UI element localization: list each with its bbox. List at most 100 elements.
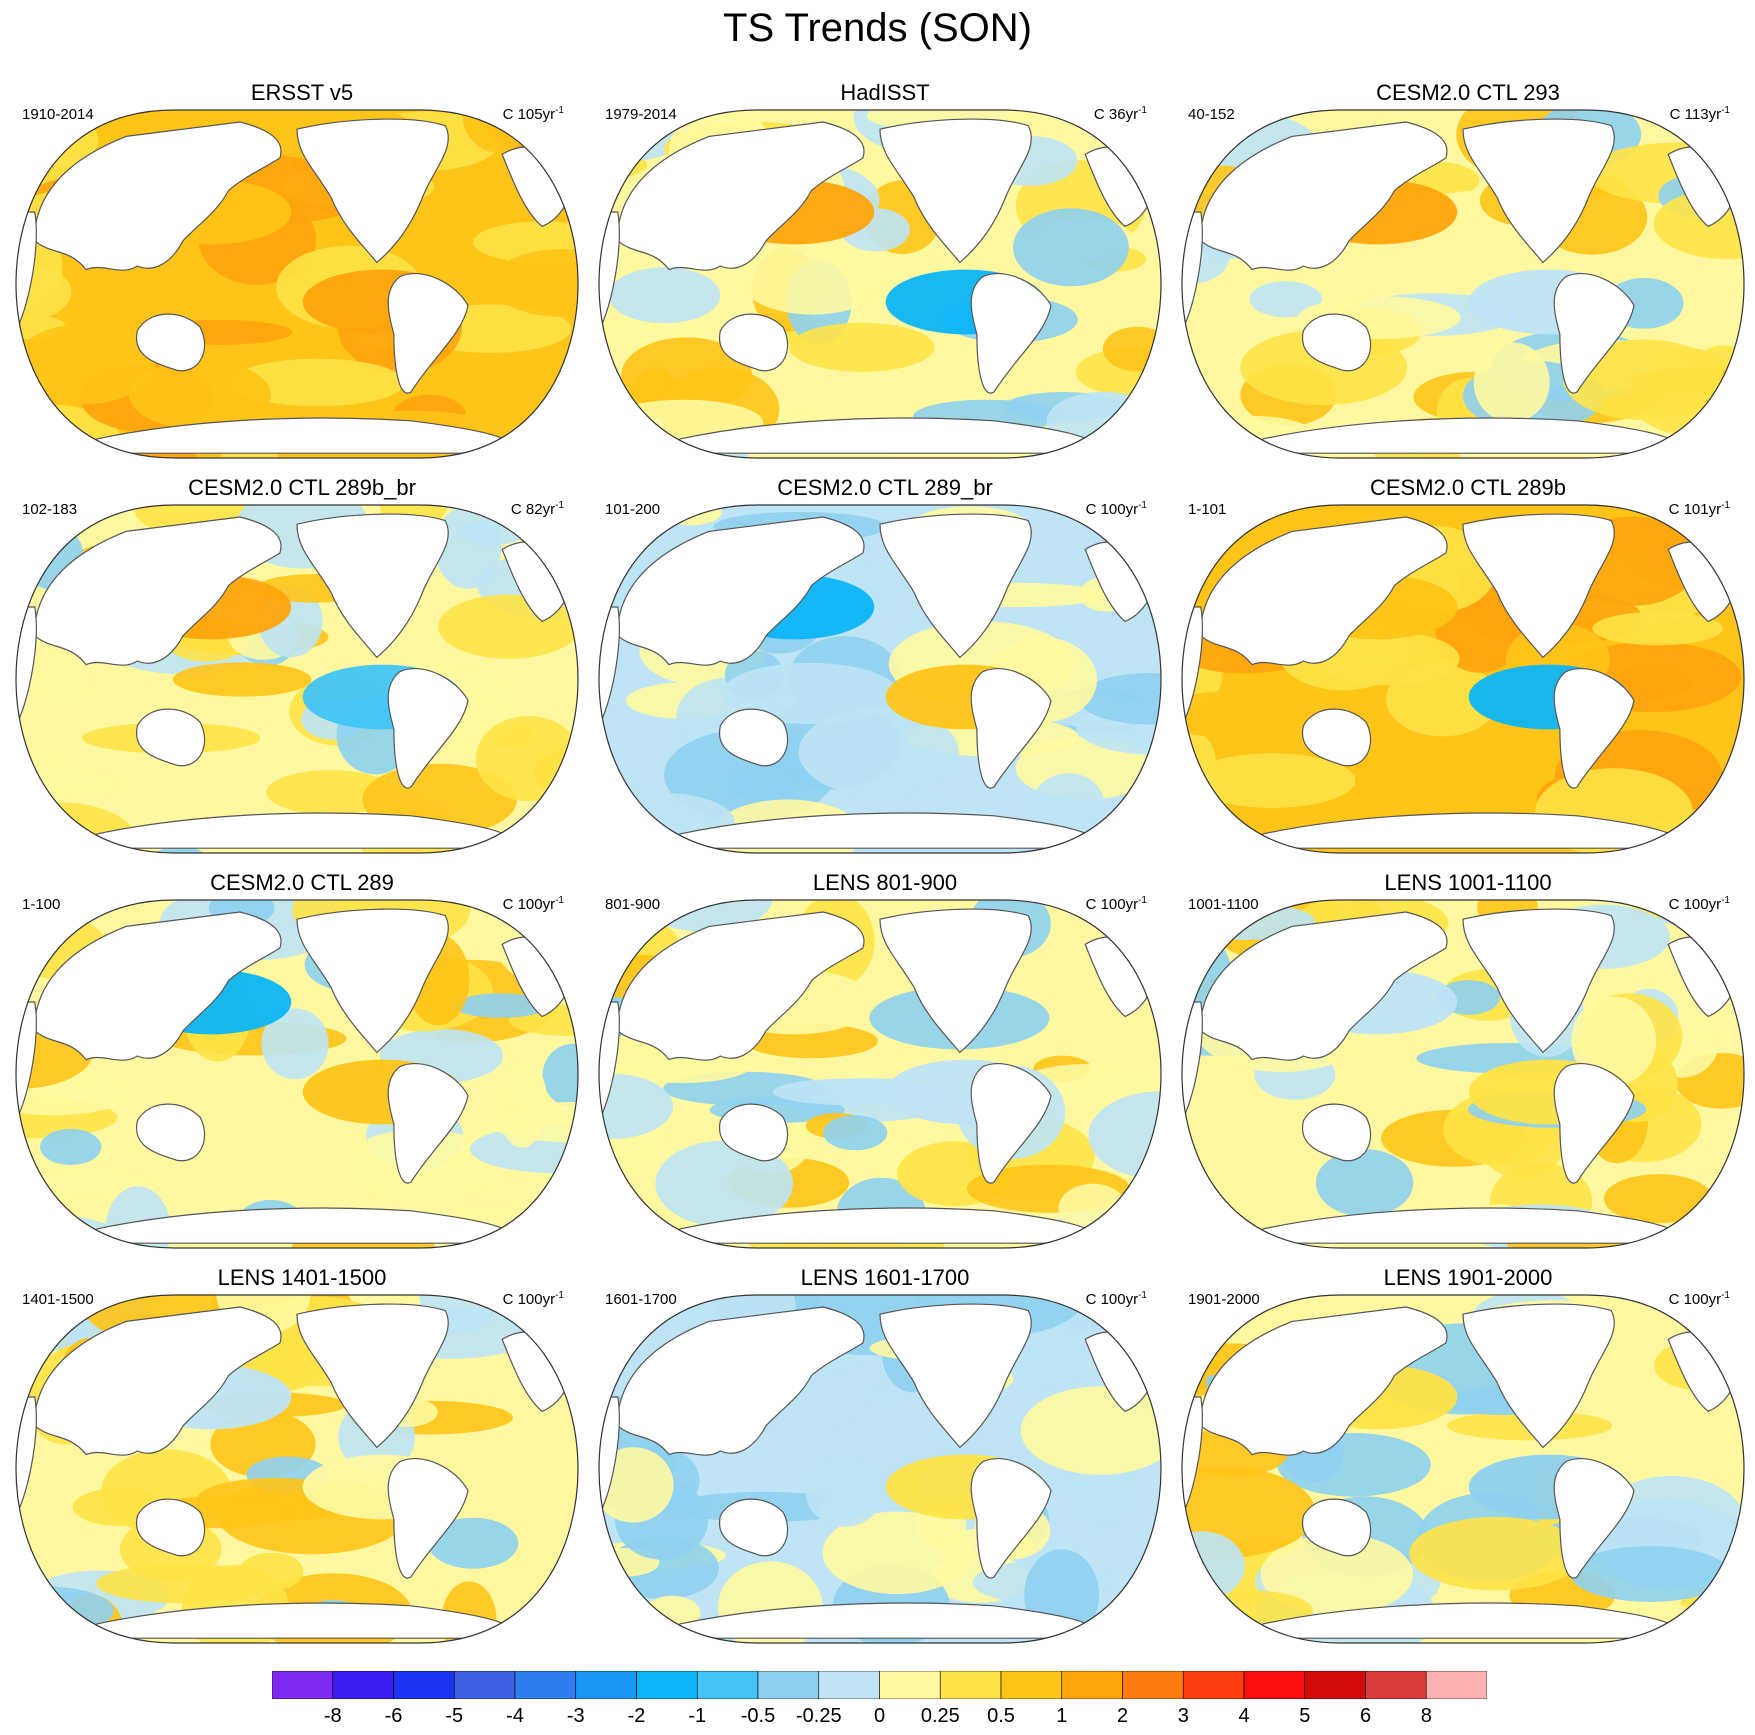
land-australia: [718, 1103, 789, 1162]
land-australia: [135, 1498, 206, 1557]
robinson-map: [598, 1294, 1162, 1644]
land-asia: [617, 516, 865, 666]
robinson-map: [598, 504, 1162, 854]
panel-title: CESM2.0 CTL 293: [1376, 80, 1560, 105]
robinson-map: [598, 109, 1162, 459]
trend-patch: [822, 1511, 973, 1595]
land-northAmerica: [296, 908, 449, 1054]
trend-patch: [1260, 1534, 1414, 1616]
panel-title: LENS 1401-1500: [217, 1265, 387, 1290]
land-northAmerica: [296, 513, 449, 659]
map-outline: [1181, 899, 1745, 1249]
trend-patch: [266, 770, 395, 815]
trend-patch: [1570, 1546, 1731, 1602]
panel-period: 1-100: [22, 896, 61, 913]
map-outline: [1181, 504, 1745, 854]
units-exponent: -1: [555, 500, 564, 511]
colorbar-tick-label: 1: [1056, 1705, 1068, 1727]
colorbar-swatch: [453, 1671, 516, 1699]
trend-patch: [506, 505, 578, 523]
units-exponent: -1: [1721, 895, 1730, 906]
trend-patch: [823, 1115, 888, 1151]
land-asia: [617, 911, 865, 1061]
land-australia: [718, 1498, 789, 1557]
colorbar-swatch: [1365, 1671, 1427, 1699]
land-asia: [1200, 516, 1448, 666]
land-asia: [617, 1306, 865, 1456]
panel-title: CESM2.0 CTL 289_br: [777, 475, 993, 500]
map-outline: [598, 899, 1162, 1249]
map-outline: [598, 504, 1162, 854]
panel-period: 801-900: [605, 896, 661, 913]
land-asia: [617, 121, 865, 271]
trend-patch: [721, 662, 899, 724]
units-text: C 100yr: [1085, 501, 1139, 518]
land-asia: [34, 121, 282, 271]
land-northAmerica: [1462, 1303, 1615, 1449]
panel-units: C 100yr-1: [1086, 1287, 1147, 1309]
land-australia: [1301, 1103, 1372, 1162]
land-northAmerica: [1462, 908, 1615, 1054]
land-asia: [34, 911, 282, 1061]
trend-patch: [1315, 1149, 1414, 1217]
units-text: C 105yr: [502, 106, 556, 123]
colorbar-tick-label: 5: [1299, 1705, 1311, 1727]
colorbar-tick-label: 2: [1116, 1705, 1129, 1727]
colorbar-swatch: [696, 1671, 759, 1699]
panel-units: C 113yr-1: [1670, 102, 1730, 124]
trend-patch: [475, 716, 578, 802]
colorbar-tick-label: -6: [384, 1705, 403, 1727]
panel-units: C 100yr-1: [503, 1287, 564, 1309]
trend-patch: [729, 765, 799, 802]
land-northAmerica: [879, 513, 1032, 659]
land-southAmerica: [1553, 1062, 1635, 1184]
trend-patch: [798, 708, 959, 796]
robinson-map: [1181, 109, 1745, 459]
land-asia: [34, 1306, 282, 1456]
colorbar-tick-label: -3: [566, 1705, 585, 1727]
units-exponent: -1: [1138, 895, 1147, 906]
colorbar-swatch: [1000, 1671, 1063, 1699]
map-panel: CESM2.0 CTL 289_br 101-200 C 100yr-1: [595, 475, 1175, 865]
trend-patch: [427, 1517, 519, 1569]
trend-patch: [16, 1066, 134, 1116]
panel-title: LENS 1901-2000: [1383, 1265, 1553, 1290]
panel-units: C 100yr-1: [1669, 892, 1730, 914]
trend-patch: [1592, 611, 1723, 646]
trend-patch: [599, 1073, 673, 1139]
colorbar: [272, 1671, 1487, 1699]
trend-patch: [1033, 773, 1104, 832]
robinson-map: [1181, 1294, 1745, 1644]
trend-patch: [1020, 1386, 1161, 1475]
colorbar-swatch: [514, 1671, 577, 1699]
trend-patch: [515, 418, 578, 458]
units-exponent: -1: [555, 105, 564, 116]
land-southAmerica: [1553, 272, 1635, 394]
trend-patch: [129, 360, 272, 430]
colorbar-swatch: [636, 1671, 698, 1699]
units-exponent: -1: [1138, 1290, 1147, 1301]
trend-patch: [542, 1043, 578, 1107]
map-outline: [15, 109, 579, 459]
colorbar-tick-label: 6: [1359, 1705, 1372, 1727]
trend-patch: [525, 839, 578, 853]
trend-patch: [1617, 663, 1693, 699]
panel-period: 102-183: [22, 501, 78, 518]
units-text: C 113yr: [1669, 106, 1722, 123]
trend-patch: [153, 845, 206, 853]
trend-patch: [1603, 1174, 1713, 1224]
colorbar-tick-label: -8: [323, 1705, 342, 1727]
colorbar-tick-label: 0.25: [920, 1705, 960, 1727]
panel-title: ERSST v5: [250, 80, 354, 105]
units-exponent: -1: [1721, 105, 1730, 116]
map-panel: CESM2.0 CTL 289b 1-101 C 101yr-1: [1178, 475, 1755, 865]
colorbar-tick-label: -0.5: [740, 1705, 776, 1727]
trend-patch: [1078, 673, 1161, 725]
land-southAmerica: [970, 1062, 1052, 1184]
panel-period: 101-200: [605, 501, 661, 518]
land-asia: [1200, 121, 1448, 271]
map-outline: [15, 1294, 579, 1644]
trend-patch: [1473, 342, 1550, 423]
figure-title: TS Trends (SON): [723, 6, 1032, 50]
colorbar-tick-label: 0.5: [987, 1705, 1015, 1727]
